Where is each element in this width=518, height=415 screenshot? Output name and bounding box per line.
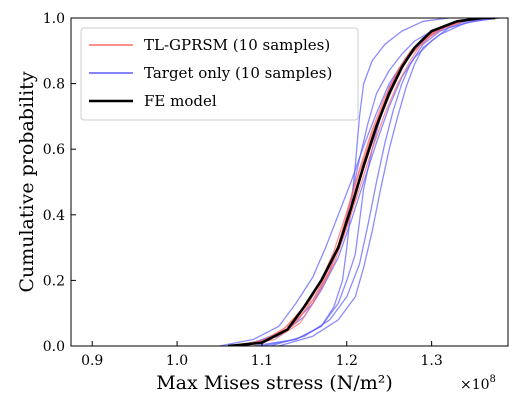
legend-label-fe-model: FE model [144,92,217,110]
series-line-target-only-4 [253,18,449,346]
y-axis-title: Cumulative probability [16,71,38,292]
y-tick-label: 0.8 [43,77,65,93]
x-tick-label: 1.2 [336,353,358,369]
series-line-fe-model [227,18,496,346]
x-axis-title: Max Mises stress (N/m²) [156,372,393,394]
y-tick-label: 1.0 [43,11,65,27]
legend-label-target-only: Target only (10 samples) [144,64,332,82]
y-tick-label: 0.2 [43,273,65,289]
legend-label-tl-gprsm: TL-GPRSM (10 samples) [144,36,330,54]
x-tick-label: 0.9 [81,353,103,369]
y-tick-label: 0.4 [43,208,65,224]
x-tick-label: 1.1 [251,353,273,369]
series-line-tl-gprsm-2 [244,18,496,346]
y-tick-label: 0.6 [43,142,65,158]
plot-frame [70,17,509,347]
series-line-target-only-0 [244,18,483,346]
y-tick-label: 0.0 [43,339,65,355]
x-tick-label: 1.3 [420,353,442,369]
x-tick-label: 1.0 [166,353,188,369]
series-line-target-only-2 [219,18,487,346]
series-line-target-only-3 [270,18,492,346]
legend: TL-GPRSM (10 samples) Target only (10 sa… [80,27,359,121]
x-axis-multiplier: ×108 [460,374,496,393]
legend-box [80,27,359,121]
